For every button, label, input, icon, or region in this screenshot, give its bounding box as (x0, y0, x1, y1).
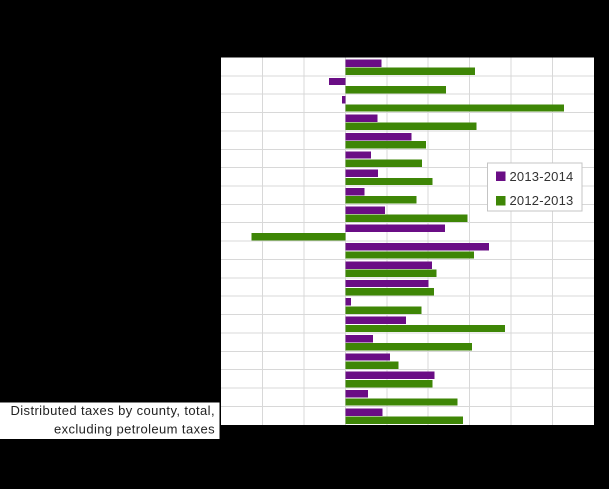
svg-text:2013-2014: 2013-2014 (510, 169, 574, 184)
svg-text:2012-2013: 2012-2013 (510, 193, 574, 208)
svg-text:excluding petroleum taxes: excluding petroleum taxes (54, 422, 215, 437)
svg-text:Distributed taxes by county, t: Distributed taxes by county, total, (10, 403, 215, 418)
